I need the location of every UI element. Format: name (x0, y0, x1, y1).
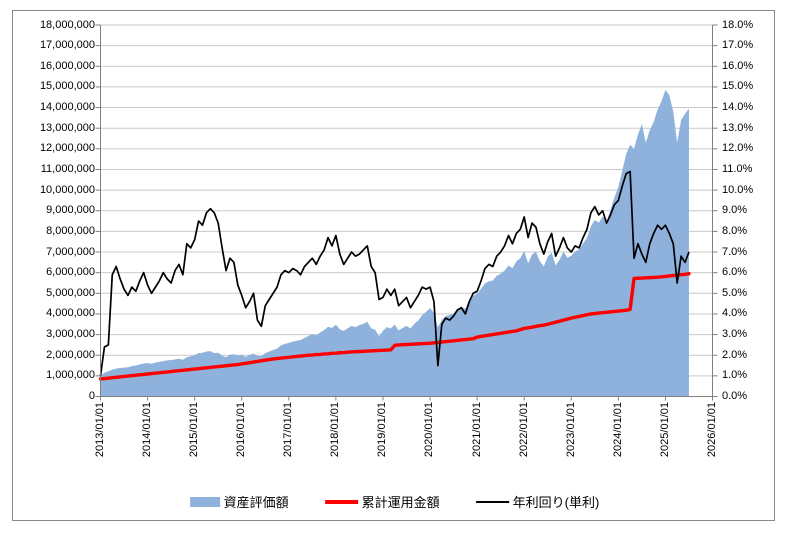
legend-item-yield: 年利回り(単利) (475, 492, 600, 511)
y-axis-right-tick: 2.0% (722, 348, 748, 361)
legend: 資産評価額 累計運用金額 年利回り(単利) (189, 492, 600, 511)
y-axis-left-tick: 12,000,000 (39, 142, 95, 155)
y-axis-right-tick: 0.0% (722, 390, 748, 402)
y-axis-left-tick: 14,000,000 (39, 101, 95, 114)
y-axis-left-tick: 4,000,000 (46, 307, 95, 320)
y-axis-left-tick: 2,000,000 (46, 348, 95, 361)
y-axis-left-tick: 0 (88, 390, 95, 402)
legend-item-invested: 累計運用金額 (324, 492, 440, 511)
x-axis-tick: 2024/01/01 (611, 402, 624, 458)
y-axis-left-tick: 16,000,000 (39, 59, 95, 72)
x-axis-tick: 2014/01/01 (141, 402, 154, 458)
y-axis-left-tick: 17,000,000 (39, 39, 95, 52)
y-axis-left-tick: 5,000,000 (46, 286, 95, 299)
y-axis-right-tick: 9.0% (722, 204, 748, 217)
legend-item-asset: 資産評価額 (189, 492, 289, 511)
x-axis-tick: 2015/01/01 (188, 402, 201, 458)
y-axis-left-tick: 18,000,000 (39, 18, 95, 31)
x-axis-tick: 2017/01/01 (282, 402, 295, 458)
x-axis-tick: 2018/01/01 (329, 402, 342, 458)
x-axis-tick: 2013/01/01 (94, 402, 106, 458)
x-axis-tick: 2022/01/01 (517, 402, 530, 458)
y-axis-left-tick: 7,000,000 (46, 245, 95, 258)
y-axis-left-tick: 9,000,000 (46, 204, 95, 217)
y-axis-right-tick: 14.0% (722, 101, 754, 114)
legend-label-yield: 年利回り(単利) (512, 495, 600, 510)
x-axis-tick: 2021/01/01 (470, 402, 483, 458)
y-axis-right-tick: 8.0% (722, 224, 748, 237)
legend-label-asset: 資産評価額 (223, 495, 289, 510)
x-axis-tick: 2020/01/01 (423, 402, 436, 458)
y-axis-right-tick: 1.0% (722, 369, 748, 382)
y-axis-left-tick: 15,000,000 (39, 80, 95, 93)
y-axis-right-tick: 7.0% (722, 245, 748, 258)
x-axis-tick: 2016/01/01 (235, 402, 248, 458)
x-axis-tick: 2026/01/01 (706, 402, 718, 458)
y-axis-right-tick: 4.0% (722, 307, 748, 320)
area-swatch-icon (189, 496, 220, 507)
y-axis-left-tick: 6,000,000 (46, 266, 95, 279)
y-axis-right-tick: 17.0% (722, 39, 754, 52)
y-axis-left-tick: 1,000,000 (46, 369, 95, 382)
y-axis-left-tick: 13,000,000 (39, 121, 95, 134)
black-line-swatch-icon (475, 500, 509, 503)
y-axis-right-tick: 6.0% (722, 266, 748, 279)
y-axis-right-tick: 12.0% (722, 142, 754, 155)
x-axis-tick: 2019/01/01 (376, 402, 389, 458)
x-axis-tick: 2023/01/01 (564, 402, 577, 458)
x-axis-tick: 2025/01/01 (658, 402, 671, 458)
legend-label-invested: 累計運用金額 (361, 495, 440, 510)
y-axis-left-tick: 8,000,000 (46, 224, 95, 237)
y-axis-right-tick: 18.0% (722, 18, 754, 31)
y-axis-right-tick: 16.0% (722, 59, 754, 72)
y-axis-right-tick: 15.0% (722, 80, 754, 93)
red-line-swatch-icon (324, 499, 358, 504)
y-axis-right-tick: 11.0% (722, 162, 753, 175)
y-axis-right-tick: 3.0% (722, 328, 748, 341)
y-axis-right-tick: 13.0% (722, 121, 754, 134)
y-axis-right-tick: 10.0% (722, 183, 754, 196)
y-axis-right-tick: 5.0% (722, 286, 748, 299)
y-axis-left-tick: 11,000,000 (40, 162, 95, 175)
y-axis-left-tick: 3,000,000 (46, 328, 95, 341)
y-axis-left-tick: 10,000,000 (39, 183, 95, 196)
